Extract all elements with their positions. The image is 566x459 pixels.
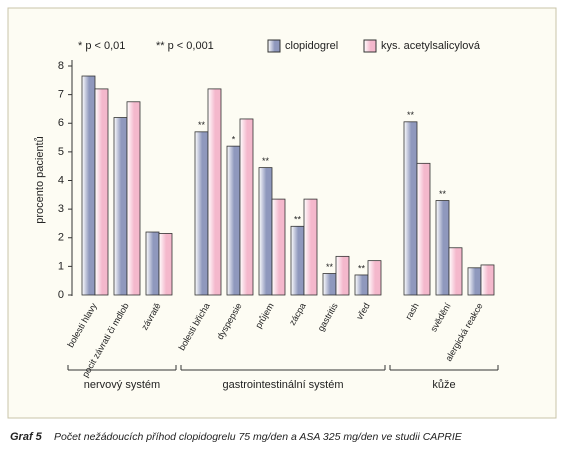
legend-swatch bbox=[363, 39, 377, 53]
y-tick-label: 1 bbox=[58, 260, 64, 272]
bar bbox=[271, 198, 286, 296]
y-tick-label: 4 bbox=[58, 174, 64, 186]
significance-marker: ** bbox=[407, 110, 415, 120]
bar bbox=[290, 225, 305, 296]
bar bbox=[158, 233, 173, 296]
significance-marker: * bbox=[232, 135, 236, 145]
bar bbox=[113, 117, 128, 296]
bar bbox=[480, 264, 495, 296]
legend-label: kys. acetylsalicylová bbox=[381, 40, 481, 52]
bar bbox=[226, 145, 241, 296]
y-tick-label: 8 bbox=[58, 60, 64, 72]
bar bbox=[335, 255, 350, 296]
y-tick-label: 3 bbox=[58, 203, 64, 215]
bar bbox=[367, 260, 382, 296]
bar bbox=[258, 167, 273, 296]
bar bbox=[322, 273, 337, 296]
group-label: nervový systém bbox=[84, 379, 160, 391]
bar bbox=[81, 75, 96, 296]
caption-label: Graf 5 bbox=[10, 431, 43, 443]
group-label: gastrointestinální systém bbox=[222, 379, 343, 391]
note: ** p < 0,001 bbox=[156, 40, 214, 52]
note: * p < 0,01 bbox=[78, 40, 125, 52]
bar bbox=[303, 198, 318, 296]
significance-marker: ** bbox=[198, 120, 206, 130]
y-tick-label: 0 bbox=[58, 289, 64, 301]
y-tick-label: 7 bbox=[58, 89, 64, 101]
y-tick-label: 5 bbox=[58, 146, 64, 158]
bar bbox=[467, 267, 482, 296]
bar bbox=[145, 231, 160, 296]
y-tick-label: 6 bbox=[58, 117, 64, 129]
y-axis-title: procento pacientů bbox=[34, 136, 46, 223]
significance-marker: ** bbox=[326, 262, 334, 272]
y-tick-label: 2 bbox=[58, 232, 64, 244]
caption: Počet nežádoucích příhod clopidogrelu 75… bbox=[54, 431, 463, 443]
bar bbox=[207, 88, 222, 296]
bar bbox=[94, 88, 109, 296]
bar bbox=[126, 101, 141, 296]
bar bbox=[354, 274, 369, 296]
significance-marker: ** bbox=[358, 263, 366, 273]
significance-marker: ** bbox=[439, 189, 447, 199]
legend-label: clopidogrel bbox=[285, 40, 338, 52]
bar bbox=[239, 118, 254, 296]
legend-swatch bbox=[267, 39, 281, 53]
significance-marker: ** bbox=[294, 215, 302, 225]
bar bbox=[194, 131, 209, 296]
bar bbox=[403, 121, 418, 296]
bar bbox=[416, 162, 431, 296]
significance-marker: ** bbox=[262, 156, 270, 166]
bar bbox=[448, 247, 463, 296]
bar bbox=[435, 200, 450, 296]
group-label: kůže bbox=[432, 379, 455, 391]
